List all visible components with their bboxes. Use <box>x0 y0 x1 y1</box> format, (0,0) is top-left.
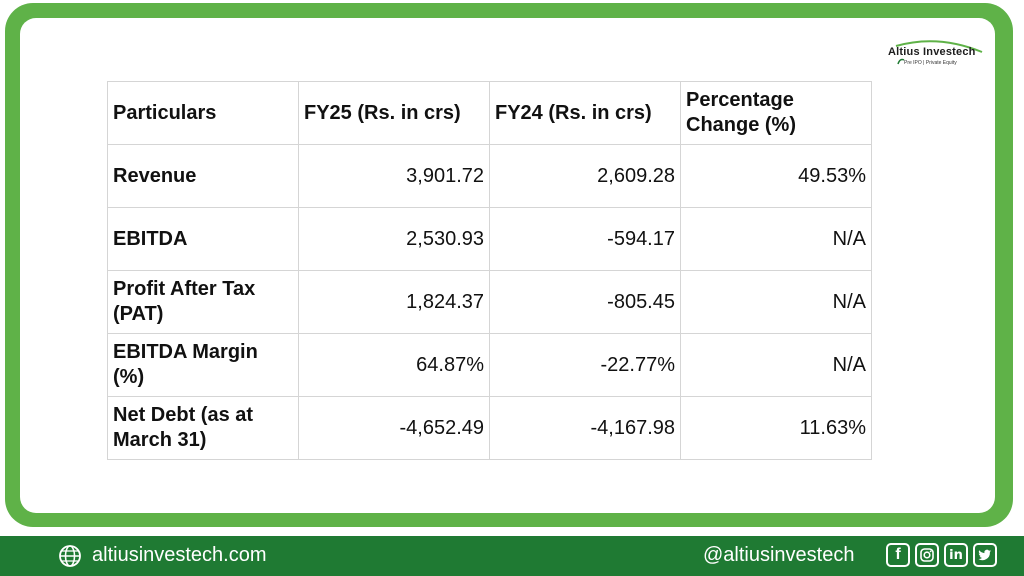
change-value: N/A <box>680 333 872 397</box>
financials-table: Particulars FY25 (Rs. in crs) FY24 (Rs. … <box>107 81 872 460</box>
fy25-value: 2,530.93 <box>298 207 490 271</box>
table-row: Revenue 3,901.72 2,609.28 49.53% <box>107 144 872 208</box>
table-row: Profit After Tax (PAT) 1,824.37 -805.45 … <box>107 270 872 334</box>
header-change: Percentage Change (%) <box>680 81 872 145</box>
fy24-value: -22.77% <box>489 333 681 397</box>
fy24-value: -4,167.98 <box>489 396 681 460</box>
fy24-value: -594.17 <box>489 207 681 271</box>
fy24-value: -805.45 <box>489 270 681 334</box>
altius-logo: Altius Investech Pre IPO | Private Equit… <box>888 38 988 74</box>
fy24-value: 2,609.28 <box>489 144 681 208</box>
table-header-row: Particulars FY25 (Rs. in crs) FY24 (Rs. … <box>107 81 872 145</box>
header-particulars: Particulars <box>107 81 299 145</box>
header-fy25: FY25 (Rs. in crs) <box>298 81 490 145</box>
fy25-value: 3,901.72 <box>298 144 490 208</box>
website-link[interactable]: altiusinvestech.com <box>92 544 267 566</box>
row-label: Profit After Tax (PAT) <box>107 270 299 334</box>
logo-tagline: Pre IPO | Private Equity <box>904 60 957 66</box>
row-label: Revenue <box>107 144 299 208</box>
change-value: N/A <box>680 207 872 271</box>
twitter-icon[interactable] <box>973 543 997 567</box>
linkedin-icon[interactable]: in <box>944 543 968 567</box>
row-label: EBITDA Margin (%) <box>107 333 299 397</box>
logo-name: Altius Investech <box>888 46 976 58</box>
logo-swoosh-icon <box>895 40 983 65</box>
fy25-value: -4,652.49 <box>298 396 490 460</box>
table-row: EBITDA Margin (%) 64.87% -22.77% N/A <box>107 333 872 397</box>
facebook-icon[interactable]: f <box>886 543 910 567</box>
row-label: Net Debt (as at March 31) <box>107 396 299 460</box>
row-label: EBITDA <box>107 207 299 271</box>
fy25-value: 64.87% <box>298 333 490 397</box>
table-row: EBITDA 2,530.93 -594.17 N/A <box>107 207 872 271</box>
header-fy24: FY24 (Rs. in crs) <box>489 81 681 145</box>
change-value: 11.63% <box>680 396 872 460</box>
footer-bar: altiusinvestech.com @altiusinvestech f i… <box>0 536 1024 576</box>
globe-icon <box>59 545 81 567</box>
instagram-icon[interactable] <box>915 543 939 567</box>
change-value: N/A <box>680 270 872 334</box>
social-handle[interactable]: @altiusinvestech <box>703 544 855 566</box>
fy25-value: 1,824.37 <box>298 270 490 334</box>
table-row: Net Debt (as at March 31) -4,652.49 -4,1… <box>107 396 872 460</box>
change-value: 49.53% <box>680 144 872 208</box>
